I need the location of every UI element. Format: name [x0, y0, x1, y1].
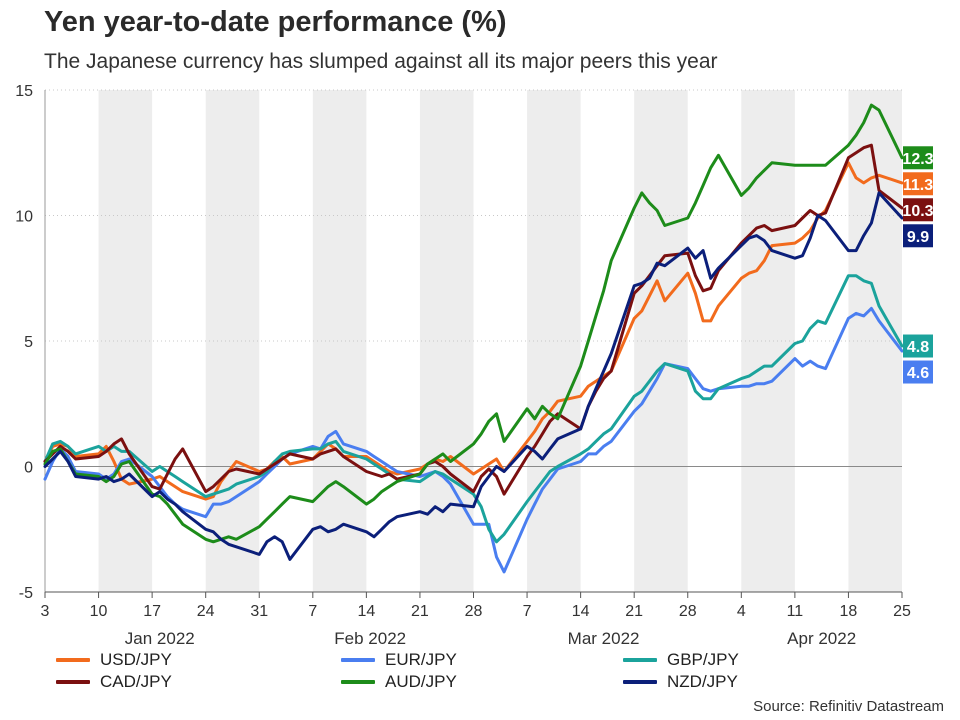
legend-item-cad: CAD/JPY: [56, 672, 172, 692]
chart-subtitle: The Japanese currency has slumped agains…: [44, 50, 718, 73]
shaded-week-band: [312, 90, 367, 592]
y-tick-label: -5: [19, 585, 33, 602]
legend-label: EUR/JPY: [385, 650, 457, 669]
legend-swatch: [56, 680, 90, 684]
x-tick-label: 21: [625, 603, 643, 620]
y-tick-label: 5: [24, 334, 33, 351]
end-value-label: 10.3: [902, 203, 933, 220]
x-tick-label: 4: [737, 603, 746, 620]
series-line-gbp-jpy: [43, 274, 904, 544]
x-tick-label: 14: [572, 603, 590, 620]
x-tick-label: 3: [41, 603, 50, 620]
end-value-badge: [903, 224, 933, 248]
end-value-label: 4.8: [907, 339, 929, 356]
series-line-aud-jpy: [43, 103, 904, 544]
legend-swatch: [341, 658, 375, 662]
legend-label: GBP/JPY: [667, 650, 739, 669]
legend: USD/JPY EUR/JPY GBP/JPY CAD/JPY AUD/JPY …: [56, 650, 936, 694]
shaded-week-band: [205, 90, 260, 592]
end-value-label: 12.3: [902, 151, 933, 168]
legend-label: CAD/JPY: [100, 672, 172, 691]
series-line-usd-jpy: [43, 161, 904, 501]
y-tick-label: 10: [15, 209, 33, 226]
series-line-nzd-jpy: [43, 191, 904, 561]
month-label: Feb 2022: [334, 629, 406, 648]
legend-label: AUD/JPY: [385, 672, 457, 691]
x-tick-label: 17: [143, 603, 161, 620]
legend-label: USD/JPY: [100, 650, 172, 669]
end-value-badge: [903, 146, 933, 170]
x-tick-label: 28: [465, 603, 483, 620]
x-tick-label: 24: [197, 603, 215, 620]
end-value-label: 11.3: [903, 177, 933, 194]
x-tick-label: 21: [411, 603, 429, 620]
legend-item-gbp: GBP/JPY: [623, 650, 739, 670]
legend-item-aud: AUD/JPY: [341, 672, 457, 692]
x-tick-label: 18: [840, 603, 858, 620]
x-tick-label: 28: [679, 603, 697, 620]
end-value-badge: [903, 198, 933, 222]
legend-swatch: [623, 680, 657, 684]
end-value-badge: [903, 172, 933, 196]
x-tick-label: 14: [357, 603, 375, 620]
end-value-badge: [903, 360, 933, 384]
legend-swatch: [56, 658, 90, 662]
series-line-cad-jpy: [43, 143, 904, 496]
y-tick-label: 15: [15, 83, 33, 100]
x-tick-label: 11: [787, 603, 804, 620]
month-label: Apr 2022: [787, 629, 856, 648]
x-tick-label: 7: [523, 603, 532, 620]
end-value-label: 9.9: [907, 229, 929, 246]
month-label: Mar 2022: [568, 629, 640, 648]
legend-item-eur: EUR/JPY: [341, 650, 457, 670]
legend-label: NZD/JPY: [667, 672, 738, 691]
month-label: Jan 2022: [125, 629, 195, 648]
chart-title: Yen year-to-date performance (%): [44, 6, 507, 38]
end-value-label: 4.6: [907, 365, 929, 382]
x-tick-label: 7: [308, 603, 317, 620]
x-tick-label: 25: [893, 603, 911, 620]
x-tick-label: 31: [250, 603, 268, 620]
legend-item-usd: USD/JPY: [56, 650, 172, 670]
end-value-badge: [903, 334, 933, 358]
line-chart: 15 10 5 0 -5 3 10 17 24 31 7 14 21 28 7 14 21 28 4 11 18 25 Ja…: [15, 83, 933, 648]
legend-swatch: [341, 680, 375, 684]
source-note: Source: Refinitiv Datastream: [753, 698, 944, 715]
x-tick-label: 10: [90, 603, 108, 620]
legend-item-nzd: NZD/JPY: [623, 672, 738, 692]
legend-swatch: [623, 658, 657, 662]
y-tick-label: 0: [24, 460, 33, 477]
shaded-week-band: [634, 90, 688, 592]
